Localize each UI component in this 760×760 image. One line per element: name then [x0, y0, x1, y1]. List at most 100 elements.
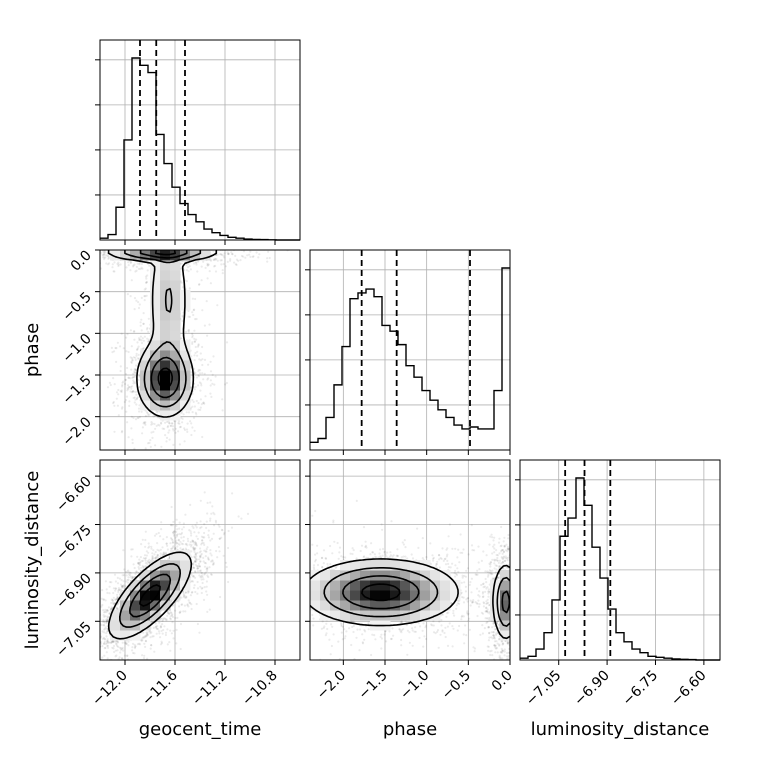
sample-point — [151, 244, 153, 246]
sample-point — [153, 534, 157, 537]
sample-point — [124, 378, 127, 382]
sample-point — [120, 246, 122, 248]
density-cell — [160, 370, 171, 381]
sample-point — [101, 666, 103, 668]
sample-point — [97, 625, 99, 627]
sample-point — [136, 347, 139, 350]
sample-point — [133, 247, 135, 249]
sample-point — [171, 425, 175, 428]
sample-point — [176, 244, 178, 246]
sample-point — [135, 247, 137, 249]
sample-point — [138, 415, 142, 419]
sample-point — [196, 565, 199, 568]
sample-point — [143, 335, 146, 338]
sample-point — [220, 536, 223, 539]
sample-point — [255, 251, 258, 254]
sample-point — [162, 247, 164, 249]
density-cell — [160, 340, 171, 351]
histogram-panel-geocent_time — [95, 40, 300, 241]
sample-point — [103, 637, 106, 640]
sample-point — [184, 591, 187, 594]
sample-point — [152, 549, 155, 552]
sample-point — [136, 643, 139, 646]
sample-point — [207, 558, 210, 561]
sample-point — [131, 646, 134, 649]
sample-point — [155, 246, 157, 248]
sample-point — [103, 647, 106, 650]
sample-point — [203, 491, 206, 494]
sample-point — [139, 335, 142, 338]
sample-point — [106, 638, 109, 641]
sample-point — [88, 649, 90, 651]
sample-point — [154, 625, 157, 629]
sample-point — [108, 612, 111, 615]
sample-point — [129, 356, 132, 359]
sample-point — [210, 573, 213, 576]
sample-point — [206, 610, 209, 614]
sample-point — [169, 537, 173, 540]
sample-point — [131, 358, 134, 361]
sample-point — [103, 642, 106, 646]
density-cell — [160, 400, 171, 411]
sample-point — [123, 400, 126, 404]
sample-point — [96, 262, 98, 264]
sample-point — [97, 618, 99, 620]
sample-point — [175, 534, 178, 537]
sample-point — [166, 628, 169, 631]
sample-point — [209, 247, 211, 249]
sample-point — [130, 368, 133, 371]
sample-point — [181, 528, 184, 531]
sample-point — [160, 246, 162, 248]
sample-point — [116, 247, 118, 249]
sample-point — [95, 254, 97, 256]
sample-point — [169, 618, 172, 621]
sample-point — [142, 657, 146, 660]
sample-point — [101, 656, 104, 659]
sample-point — [164, 434, 167, 437]
sample-point — [192, 586, 196, 590]
sample-point — [131, 376, 134, 379]
sample-point — [122, 242, 124, 244]
sample-point — [197, 531, 200, 534]
sample-point — [222, 533, 226, 536]
sample-point — [180, 243, 182, 245]
sample-point — [159, 421, 163, 424]
sample-point — [97, 261, 99, 263]
density-cell — [160, 260, 171, 271]
sample-point — [180, 281, 183, 284]
sample-point — [147, 633, 150, 636]
sample-point — [94, 247, 96, 249]
sample-point — [150, 547, 153, 550]
sample-point — [246, 254, 249, 257]
sample-point — [133, 566, 136, 570]
sample-point — [190, 550, 193, 553]
sample-point — [183, 457, 185, 459]
sample-point — [101, 245, 103, 247]
sample-point — [207, 377, 210, 380]
sample-point — [135, 368, 138, 371]
sample-point — [106, 245, 108, 247]
sample-point — [142, 322, 145, 325]
sample-point — [127, 376, 130, 379]
sample-point — [83, 660, 85, 662]
sample-point — [113, 650, 116, 654]
sample-point — [119, 588, 123, 591]
sample-point — [145, 277, 148, 280]
sample-point — [145, 411, 149, 414]
sample-point — [170, 242, 172, 244]
sample-point — [169, 611, 172, 614]
sample-point — [95, 611, 97, 613]
sample-point — [99, 666, 101, 668]
sample-point — [105, 618, 108, 621]
sample-point — [127, 261, 130, 264]
sample-point — [102, 598, 105, 601]
sample-point — [100, 597, 103, 600]
sample-point — [202, 378, 205, 381]
sample-point — [175, 628, 178, 632]
sample-point — [166, 426, 169, 429]
sample-point — [198, 574, 201, 577]
sample-point — [132, 264, 135, 267]
sample-point — [92, 244, 94, 246]
density-cell — [140, 390, 151, 401]
sample-point — [190, 532, 193, 535]
